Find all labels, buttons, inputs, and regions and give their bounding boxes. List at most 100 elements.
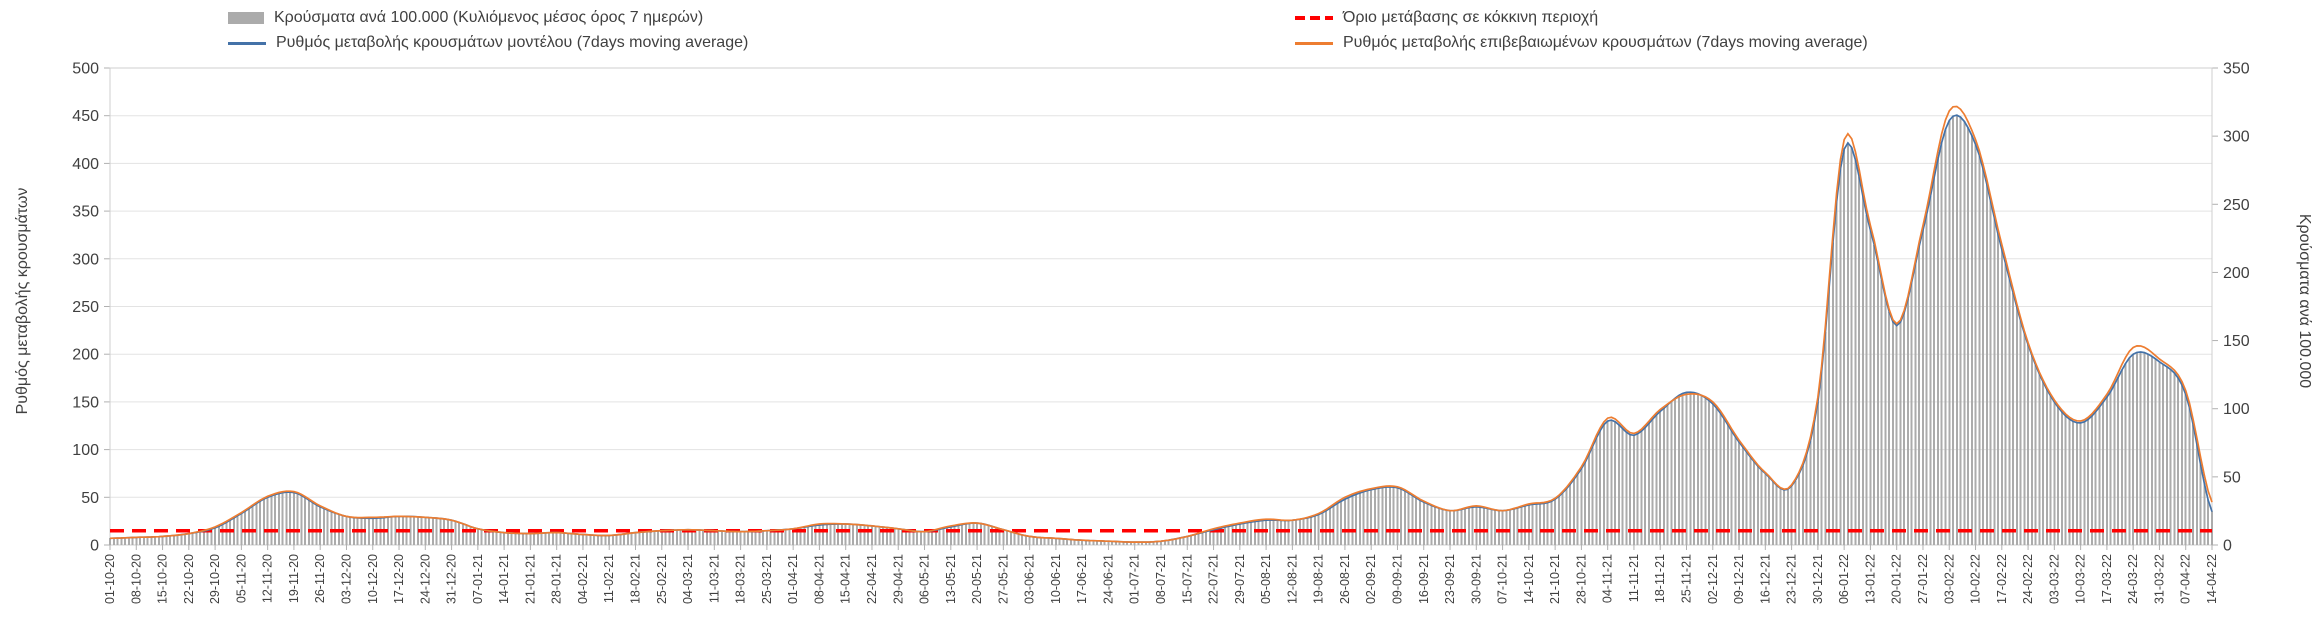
x-tick-label: 31-03-22 bbox=[2152, 554, 2166, 604]
x-tick-label: 13-05-21 bbox=[944, 554, 958, 604]
x-tick-label: 14-10-21 bbox=[1522, 554, 1536, 604]
x-tick-label: 20-05-21 bbox=[970, 554, 984, 604]
x-tick-label: 17-02-22 bbox=[1995, 554, 2009, 604]
x-tick-label: 16-12-21 bbox=[1758, 554, 1772, 604]
right-tick-label: 350 bbox=[2223, 61, 2250, 78]
x-tick-label: 04-03-21 bbox=[681, 554, 695, 604]
x-tick-label: 25-02-21 bbox=[655, 554, 669, 604]
x-tick-label: 02-12-21 bbox=[1706, 554, 1720, 604]
x-tick-label: 02-09-21 bbox=[1364, 554, 1378, 604]
left-tick-label: 200 bbox=[72, 347, 99, 364]
x-tick-label: 10-06-21 bbox=[1049, 554, 1063, 604]
left-tick-label: 450 bbox=[72, 108, 99, 125]
x-tick-label: 29-07-21 bbox=[1233, 554, 1247, 604]
x-tick-label: 06-01-22 bbox=[1837, 554, 1851, 604]
x-tick-label: 10-03-22 bbox=[2074, 554, 2088, 604]
x-tick-label: 19-11-20 bbox=[287, 554, 301, 603]
x-tick-label: 05-08-21 bbox=[1259, 554, 1273, 604]
right-tick-label: 100 bbox=[2223, 401, 2250, 418]
x-tick-label: 24-03-22 bbox=[2126, 554, 2140, 604]
x-tick-label: 13-01-22 bbox=[1863, 554, 1877, 604]
x-tick-label: 03-02-22 bbox=[1942, 554, 1956, 604]
legend-label-model-rate: Ρυθμός μεταβολής κρουσμάτων μοντέλου (7d… bbox=[276, 34, 749, 51]
x-tick-label: 07-01-21 bbox=[471, 554, 485, 604]
legend-label-confirmed-rate: Ρυθμός μεταβολής επιβεβαιωμένων κρουσμάτ… bbox=[1343, 34, 1868, 51]
x-tick-label: 07-04-22 bbox=[2179, 554, 2193, 604]
x-tick-label: 03-12-20 bbox=[339, 554, 353, 604]
x-tick-label: 19-08-21 bbox=[1312, 554, 1326, 604]
confirmed-line-swatch bbox=[1295, 41, 1333, 45]
x-tick-label: 27-05-21 bbox=[996, 554, 1010, 604]
legend-item-confirmed-rate: Ρυθμός μεταβολής επιβεβαιωμένων κρουσμάτ… bbox=[1295, 33, 1868, 53]
right-tick-label: 0 bbox=[2223, 538, 2232, 555]
x-tick-label: 23-09-21 bbox=[1443, 554, 1457, 604]
x-tick-label: 29-10-20 bbox=[208, 554, 222, 604]
legend-item-threshold: Όριο μετάβασης σε κόκκινη περιοχή bbox=[1295, 8, 1598, 28]
x-tick-label: 14-04-22 bbox=[2205, 554, 2219, 604]
x-tick-label: 26-11-20 bbox=[313, 554, 327, 603]
x-tick-label: 01-07-21 bbox=[1128, 554, 1142, 604]
x-tick-label: 14-01-21 bbox=[497, 554, 511, 604]
x-tick-label: 11-02-21 bbox=[602, 554, 616, 603]
legend-label-cases-per-100k: Κρούσματα ανά 100.000 (Κυλιόμενος μέσος … bbox=[274, 9, 704, 26]
bars-group bbox=[109, 114, 2213, 545]
x-tick-label: 12-08-21 bbox=[1285, 554, 1299, 604]
right-tick-label: 50 bbox=[2223, 469, 2241, 486]
right-tick-label: 150 bbox=[2223, 333, 2250, 350]
x-tick-label: 22-07-21 bbox=[1207, 554, 1221, 604]
x-tick-label: 21-10-21 bbox=[1548, 554, 1562, 604]
x-tick-label: 17-06-21 bbox=[1075, 554, 1089, 604]
x-tick-label: 11-03-21 bbox=[707, 554, 721, 603]
bar-series-swatch bbox=[228, 12, 264, 24]
x-tick-label: 24-06-21 bbox=[1101, 554, 1115, 604]
x-tick-label: 25-03-21 bbox=[760, 554, 774, 604]
x-tick-label: 17-12-20 bbox=[392, 554, 406, 604]
x-tick-label: 15-04-21 bbox=[839, 554, 853, 604]
x-tick-label: 09-12-21 bbox=[1732, 554, 1746, 604]
left-tick-label: 50 bbox=[81, 490, 99, 507]
x-tick-label: 26-08-21 bbox=[1338, 554, 1352, 604]
x-tick-label: 08-04-21 bbox=[812, 554, 826, 604]
x-tick-label: 08-07-21 bbox=[1154, 554, 1168, 604]
legend-item-model-rate: Ρυθμός μεταβολής κρουσμάτων μοντέλου (7d… bbox=[228, 33, 748, 53]
x-tick-label: 24-12-20 bbox=[418, 554, 432, 604]
left-tick-label: 150 bbox=[72, 394, 99, 411]
x-tick-label: 03-06-21 bbox=[1023, 554, 1037, 604]
x-tick-label: 30-09-21 bbox=[1469, 554, 1483, 604]
right-axis-title: Κρούσματα ανά 100.000 bbox=[2296, 214, 2313, 389]
x-tick-label: 18-11-21 bbox=[1653, 554, 1667, 603]
left-tick-label: 500 bbox=[72, 61, 99, 78]
threshold-swatch bbox=[1295, 16, 1333, 20]
x-tick-label: 11-11-21 bbox=[1627, 554, 1641, 602]
plot-area: 0 50 100 150 200 250 300 350 400 450 500 0 50 100 150 2… bbox=[0, 55, 2321, 641]
x-tick-label: 07-10-21 bbox=[1496, 554, 1510, 604]
right-tick-label: 250 bbox=[2223, 197, 2250, 214]
legend-label-threshold: Όριο μετάβασης σε κόκκινη περιοχή bbox=[1343, 9, 1599, 26]
x-tick-label: 29-04-21 bbox=[891, 554, 905, 604]
x-tick-label: 31-12-20 bbox=[445, 554, 459, 604]
x-tick-label: 08-10-20 bbox=[129, 554, 143, 604]
x-tick-label: 22-10-20 bbox=[182, 554, 196, 604]
x-tick-label: 25-11-21 bbox=[1680, 554, 1694, 603]
x-tick-label: 23-12-21 bbox=[1785, 554, 1799, 604]
legend-item-cases-per-100k: Κρούσματα ανά 100.000 (Κυλιόμενος μέσος … bbox=[228, 8, 703, 28]
left-tick-label: 400 bbox=[72, 156, 99, 173]
x-tick-label: 16-09-21 bbox=[1417, 554, 1431, 604]
x-tick-label: 04-11-21 bbox=[1601, 554, 1615, 603]
x-tick-label: 12-11-20 bbox=[261, 554, 275, 603]
x-tick-label: 24-02-22 bbox=[2021, 554, 2035, 604]
left-tick-label: 0 bbox=[90, 538, 99, 555]
x-tick-label: 06-05-21 bbox=[918, 554, 932, 604]
x-tick-label: 01-10-20 bbox=[103, 554, 117, 604]
x-tick-label: 28-10-21 bbox=[1574, 554, 1588, 604]
left-tick-label: 350 bbox=[72, 204, 99, 221]
x-tick-label: 03-03-22 bbox=[2047, 554, 2061, 604]
x-tick-label: 30-12-21 bbox=[1811, 554, 1825, 604]
x-tick-label: 10-02-22 bbox=[1969, 554, 1983, 604]
x-tick-label: 20-01-22 bbox=[1890, 554, 1904, 604]
x-tick-label: 27-01-22 bbox=[1916, 554, 1930, 604]
chart-svg: 0 50 100 150 200 250 300 350 400 450 500 0 50 100 150 2… bbox=[72, 61, 2250, 605]
x-tick-label: 15-07-21 bbox=[1180, 554, 1194, 604]
left-tick-label: 100 bbox=[72, 442, 99, 459]
